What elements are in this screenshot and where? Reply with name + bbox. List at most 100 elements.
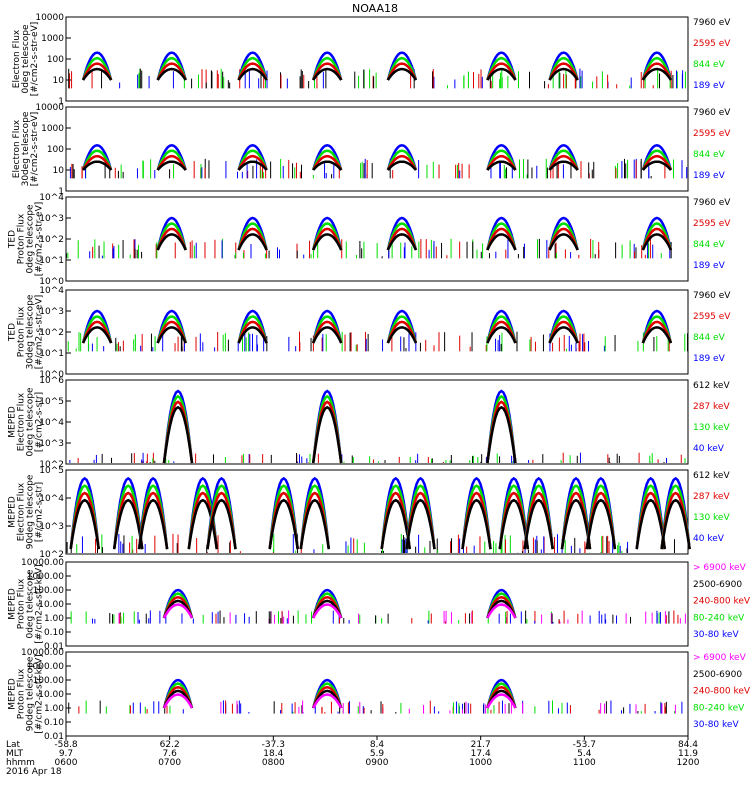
series-arc xyxy=(386,154,417,171)
legend-entry: 7960 eV xyxy=(693,18,731,28)
pass-3 xyxy=(486,389,517,464)
pass-9 xyxy=(405,476,436,550)
legend-entry: 2500-6900 xyxy=(693,670,742,680)
series-arc xyxy=(548,320,579,344)
footer-lat-value: -53.7 xyxy=(573,740,596,750)
y-axis-label: TEDProton Flux0deg telescope[#/cm2-s-str… xyxy=(8,202,45,277)
legend-entry: > 6900 keV xyxy=(693,653,747,663)
legend-entry: 2595 eV xyxy=(693,312,731,322)
series-arc xyxy=(486,227,517,251)
pass-3 xyxy=(237,51,268,81)
series-arc xyxy=(386,315,418,344)
footer-lat-value: -58.8 xyxy=(54,740,78,750)
series-arc xyxy=(156,154,187,171)
legend-entry: > 6900 keV xyxy=(693,563,747,573)
legend-entry: 2595 eV xyxy=(693,39,731,49)
pass-10 xyxy=(461,476,492,550)
pass-14 xyxy=(585,476,617,550)
pass-7 xyxy=(641,216,673,251)
footer-lat-value: -37.3 xyxy=(262,740,285,750)
series-arc xyxy=(380,498,411,550)
series-arc xyxy=(386,67,417,81)
series-arc xyxy=(156,144,187,171)
y-tick-label: 10^4 xyxy=(39,494,64,504)
y-tick-label: 10000.00 xyxy=(21,648,64,658)
legend-entry: 2595 eV xyxy=(693,219,731,229)
series-arc xyxy=(156,233,187,251)
series-arc xyxy=(237,233,268,251)
footer-lat-value: 21.7 xyxy=(471,740,491,750)
series-arc xyxy=(560,498,592,550)
series-arc xyxy=(156,222,187,251)
series-arc xyxy=(311,405,343,464)
y-tick-label: 0.01 xyxy=(44,732,64,742)
series-arc xyxy=(641,227,673,251)
series-arc xyxy=(386,222,418,251)
pass-1 xyxy=(162,389,194,464)
series-arc xyxy=(156,51,187,81)
pass-2 xyxy=(237,216,268,251)
footer-row-label: MLT xyxy=(6,749,24,759)
series-arc xyxy=(486,51,517,81)
y-tick-label: 10^2 xyxy=(39,550,64,560)
series-arc xyxy=(548,222,579,251)
pass-11 xyxy=(498,476,530,550)
y-axis-label: MEPEDElectron Flux90deg telescope[#/cm2-… xyxy=(8,474,45,549)
series-arc xyxy=(641,222,673,251)
series-arc xyxy=(386,233,418,251)
series-arc xyxy=(237,62,268,81)
series-arc xyxy=(268,498,299,550)
y-tick-label: 10 xyxy=(53,166,65,176)
pass-1 xyxy=(162,678,194,709)
footer-mlt-value: 7.6 xyxy=(163,749,178,759)
y-tick-label: 100.00 xyxy=(33,586,65,596)
y-tick-label: 10^4 xyxy=(39,193,64,203)
pass-2 xyxy=(311,389,343,464)
legend-entry: 30-80 keV xyxy=(693,720,739,730)
y-tick-label: 100 xyxy=(47,145,64,155)
series-arc xyxy=(386,62,418,81)
y-tick-label: 10^4 xyxy=(39,286,64,296)
series-arc xyxy=(206,498,237,550)
series-arc xyxy=(498,498,530,550)
series-arc xyxy=(156,160,187,171)
y-tick-label: 10000 xyxy=(35,103,64,113)
footer-hhmm-value: 0700 xyxy=(158,758,181,768)
y-axis-label: TEDProton Flux30deg telescope[#/cm2-s-st… xyxy=(8,294,45,369)
legend-entry: 844 eV xyxy=(693,333,726,343)
pass-7 xyxy=(548,51,579,81)
footer-row-label: hhmm xyxy=(6,758,35,768)
legend-entry: 40 keV xyxy=(693,534,725,544)
series-arc xyxy=(311,51,343,81)
series-arc xyxy=(641,62,673,81)
y-tick-label: 10^2 xyxy=(39,460,64,470)
y-tick-label: 10^2 xyxy=(39,328,64,338)
series-arc xyxy=(386,56,418,81)
series-arc xyxy=(162,405,194,464)
series-arc xyxy=(585,498,617,550)
series-arc xyxy=(486,326,517,344)
y-tick-label: 10.00 xyxy=(38,600,64,610)
y-axis-label: MEPEDElectron Flux0deg telescope[#/cm2-s… xyxy=(8,387,45,457)
noise-marks xyxy=(68,700,683,714)
series-arc xyxy=(156,56,187,81)
legend-entry: 130 keV xyxy=(693,423,730,433)
pass-12 xyxy=(523,476,554,550)
series-arc xyxy=(635,498,666,550)
y-axis-label: MEPEDProton Flux90deg telescope[#/cm2-s-… xyxy=(8,654,45,733)
pass-2 xyxy=(112,476,144,550)
series-arc xyxy=(312,693,343,709)
y-tick-label: 1000.00 xyxy=(27,662,64,672)
series-arc xyxy=(312,154,343,171)
legend-entry: 2595 eV xyxy=(693,129,731,139)
y-tick-label: 1000 xyxy=(41,34,64,44)
series-arc xyxy=(312,160,343,171)
series-arc xyxy=(156,227,187,251)
footer-lat-value: 8.4 xyxy=(370,740,385,750)
y-tick-label: 1.00 xyxy=(44,614,64,624)
legend-entry: 80-240 keV xyxy=(693,703,745,713)
